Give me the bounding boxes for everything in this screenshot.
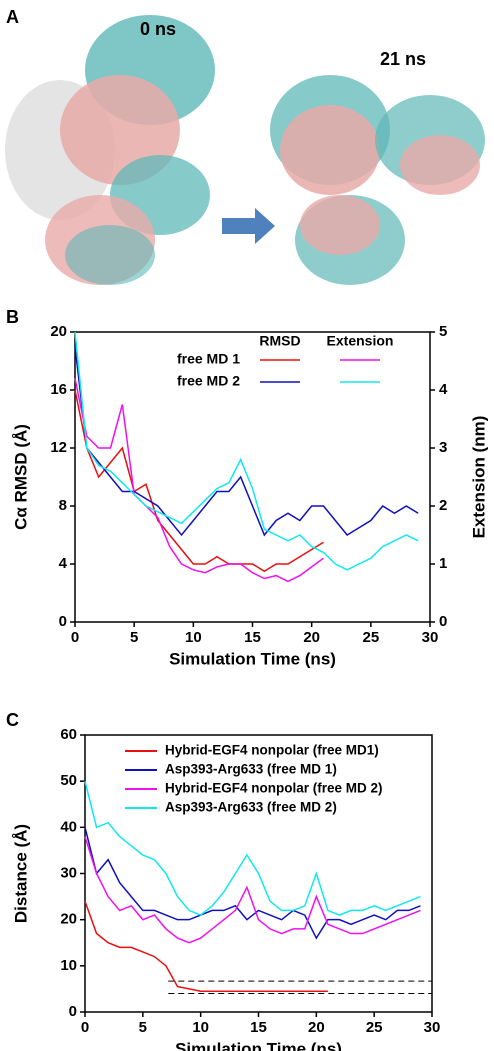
y-tick-label: 50: [60, 772, 77, 789]
x-tick-label: 15: [244, 629, 261, 646]
x-tick-label: 10: [192, 1019, 209, 1036]
y-tick-label: 12: [50, 439, 67, 456]
x-tick-label: 5: [130, 629, 138, 646]
molecule-teal: [65, 225, 155, 285]
panel-label: C: [6, 710, 19, 730]
y-tick-label: 40: [60, 818, 77, 835]
x-axis-label: Simulation Time (ns): [175, 1039, 342, 1051]
y-tick-label: 60: [60, 726, 77, 743]
legend-row-label: free MD 1: [177, 351, 240, 367]
y-axis-label: Cα RMSD (Å): [11, 424, 30, 530]
legend-header: RMSD: [259, 333, 300, 349]
y2-tick-label: 4: [439, 381, 448, 398]
data-line: [84, 900, 328, 992]
molecule-pink: [280, 105, 380, 195]
data-line: [74, 331, 419, 571]
x-tick-label: 0: [81, 1019, 89, 1036]
y2-tick-label: 2: [439, 497, 447, 514]
caption: 0 ns: [140, 19, 176, 39]
y-tick-label: 8: [59, 497, 67, 514]
molecule-pink: [300, 195, 380, 255]
legend-label: Asp393-Arg633 (free MD 1): [165, 762, 337, 777]
data-line: [84, 827, 421, 940]
y-tick-label: 10: [60, 957, 77, 974]
x-tick-label: 25: [366, 1019, 383, 1036]
data-line: [74, 389, 324, 573]
y-tick-label: 30: [60, 864, 77, 881]
y-tick-label: 16: [50, 381, 67, 398]
legend-label: Hybrid-EGF4 nonpolar (free MD1): [165, 743, 379, 758]
y-tick-label: 4: [59, 555, 68, 572]
x-tick-label: 20: [303, 629, 320, 646]
panel-label: B: [6, 307, 19, 327]
data-line: [84, 780, 421, 916]
y-tick-label: 20: [50, 323, 67, 340]
x-tick-label: 30: [424, 1019, 441, 1036]
y-tick-label: 20: [60, 911, 77, 928]
arrow: [222, 208, 275, 244]
legend-label: Hybrid-EGF4 nonpolar (free MD 2): [165, 781, 383, 796]
x-tick-label: 15: [250, 1019, 267, 1036]
legend-header: Extension: [327, 333, 394, 349]
molecule-pink: [400, 135, 480, 195]
x-tick-label: 25: [362, 629, 379, 646]
y2-tick-label: 1: [439, 555, 447, 572]
x-tick-label: 10: [185, 629, 202, 646]
legend-label: Asp393-Arg633 (free MD 2): [165, 800, 337, 815]
x-tick-label: 5: [139, 1019, 147, 1036]
y2-axis-label: Extension (nm): [469, 416, 488, 539]
y-tick-label: 0: [59, 613, 67, 630]
molecule-images: [5, 15, 485, 285]
y2-tick-label: 3: [439, 439, 447, 456]
plot-frame: [74, 331, 431, 623]
x-tick-label: 30: [422, 629, 439, 646]
data-line: [84, 836, 421, 944]
y-tick-label: 0: [69, 1003, 77, 1020]
panel-label: A: [6, 7, 19, 27]
x-tick-label: 20: [308, 1019, 325, 1036]
y-axis-label: Distance (Å): [11, 824, 30, 923]
caption: 21 ns: [380, 49, 426, 69]
x-axis-label: Simulation Time (ns): [169, 649, 336, 668]
y2-tick-label: 0: [439, 613, 447, 630]
legend-row-label: free MD 2: [177, 373, 240, 389]
x-tick-label: 0: [71, 629, 79, 646]
y2-tick-label: 5: [439, 323, 447, 340]
data-line: [74, 378, 324, 583]
